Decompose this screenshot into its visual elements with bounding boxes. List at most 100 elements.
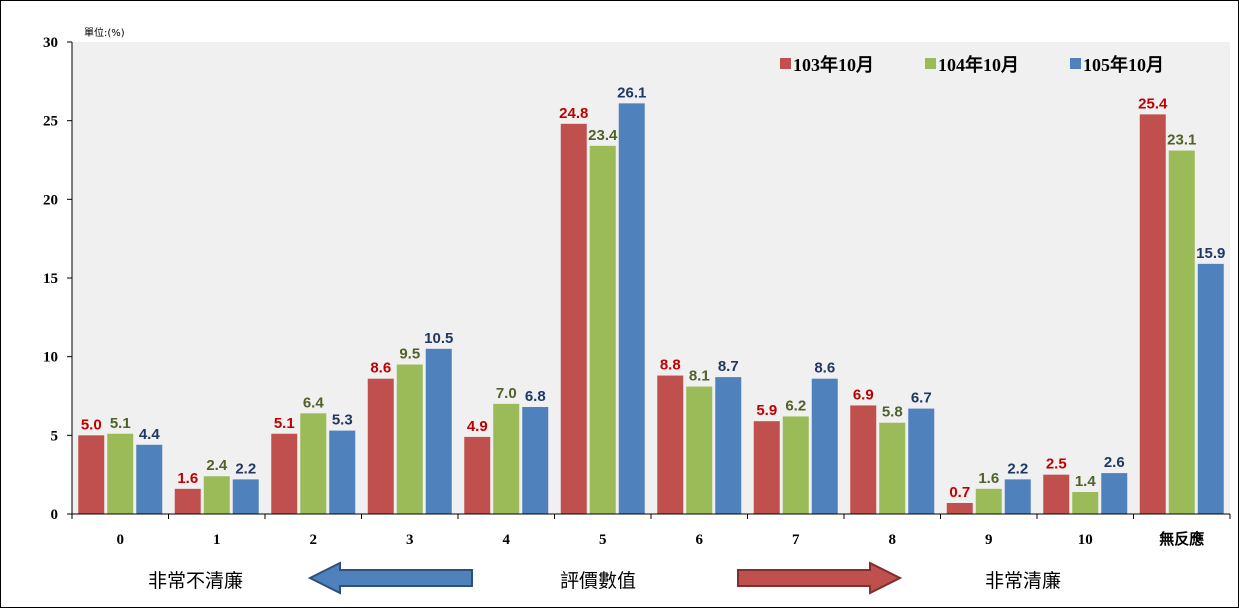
bar [329, 430, 356, 514]
data-label: 23.1 [1167, 132, 1196, 149]
data-label: 25.4 [1138, 95, 1168, 112]
data-label: 0.7 [949, 484, 970, 501]
bar [464, 436, 491, 514]
bar [946, 502, 973, 514]
bar [78, 435, 105, 514]
bar [560, 123, 587, 515]
x-axis: 0 1 2 3 4 5 6 7 8 9 10 無反應 [71, 513, 1231, 548]
data-label: 1.4 [1075, 473, 1097, 490]
bars-group [78, 103, 1224, 515]
x-tick-label: 6 [696, 532, 704, 548]
bar [203, 476, 230, 514]
bar [589, 145, 616, 514]
bar [657, 375, 684, 514]
data-label: 23.4 [588, 127, 618, 144]
legend-label: 105年10月 [1083, 54, 1164, 75]
y-tick-label: 20 [43, 192, 58, 208]
x-tick-label: 10 [1078, 532, 1093, 548]
data-label: 8.6 [370, 360, 391, 377]
x-tick-label: 0 [117, 532, 125, 548]
y-tick-label: 15 [43, 271, 58, 287]
bar [522, 407, 549, 514]
bar [1101, 473, 1128, 514]
data-label: 4.9 [467, 418, 488, 435]
bar [136, 444, 163, 514]
bar [1168, 150, 1195, 514]
y-tick-label: 0 [51, 507, 59, 523]
plot-area [72, 42, 1230, 514]
bar [232, 479, 259, 514]
y-tick-label: 30 [43, 35, 58, 51]
data-label: 2.4 [206, 457, 228, 474]
bar [107, 433, 134, 514]
legend-label: 103年10月 [793, 54, 874, 75]
bar [811, 378, 838, 514]
x-tick-label: 無反應 [1159, 530, 1204, 548]
data-label: 6.7 [911, 390, 932, 407]
data-label: 5.9 [756, 402, 777, 419]
data-label: 24.8 [559, 105, 588, 122]
data-label: 15.9 [1196, 245, 1225, 262]
x-tick-label: 9 [985, 532, 993, 548]
x-tick-label: 4 [503, 532, 511, 548]
very-clean-label: 非常清廉 [985, 570, 1061, 592]
right-arrow-icon [737, 561, 903, 595]
data-label: 6.9 [853, 386, 874, 403]
left-arrow-icon [307, 561, 473, 595]
x-tick-label: 2 [310, 532, 318, 548]
bar [300, 413, 327, 514]
data-label: 7.0 [496, 385, 517, 402]
data-label: 8.1 [689, 368, 710, 385]
data-label: 5.3 [332, 412, 353, 429]
bar [686, 386, 713, 514]
legend-label: 104年10月 [938, 54, 1019, 75]
bar [879, 422, 906, 514]
bar [908, 408, 935, 514]
data-label: 2.2 [235, 460, 256, 477]
bar [715, 377, 742, 514]
x-tick-label: 5 [599, 532, 607, 548]
bar [425, 348, 452, 514]
bar [396, 364, 423, 514]
legend-swatch [780, 58, 791, 69]
data-label: 5.1 [274, 415, 295, 432]
bar [1139, 114, 1166, 514]
x-tick-label: 1 [213, 532, 221, 548]
data-label: 2.2 [1007, 460, 1028, 477]
unit-label: 單位:(%) [84, 26, 125, 39]
data-label: 8.8 [660, 357, 681, 374]
data-label: 2.5 [1046, 456, 1067, 473]
x-tick-label: 7 [792, 532, 800, 548]
legend-swatch [925, 58, 936, 69]
x-tick-label: 8 [889, 532, 897, 548]
bar [782, 416, 809, 514]
bar [1197, 263, 1224, 514]
bar [271, 433, 298, 514]
bar [753, 421, 780, 514]
data-label: 10.5 [424, 330, 453, 347]
data-label: 26.1 [617, 84, 646, 101]
bar [850, 405, 877, 514]
data-label: 6.2 [785, 397, 806, 414]
data-label: 5.0 [81, 416, 102, 433]
data-label: 1.6 [978, 470, 999, 487]
bar [1043, 474, 1070, 514]
y-axis: 0 5 10 15 20 25 30 [43, 35, 73, 523]
data-label: 5.8 [882, 404, 903, 421]
bar [1072, 491, 1099, 514]
data-label: 6.4 [303, 394, 325, 411]
data-label: 2.6 [1104, 454, 1125, 471]
bar [493, 403, 520, 514]
data-label: 8.6 [814, 360, 835, 377]
data-label: 6.8 [525, 388, 546, 405]
bar [975, 488, 1002, 514]
very-corrupt-label: 非常不清廉 [148, 570, 243, 592]
x-tick-label: 3 [406, 532, 414, 548]
bar [174, 488, 201, 514]
y-tick-label: 5 [51, 428, 59, 444]
bar [618, 103, 645, 515]
bar [367, 378, 394, 514]
data-label: 9.5 [399, 346, 420, 363]
y-tick-label: 10 [43, 350, 58, 366]
